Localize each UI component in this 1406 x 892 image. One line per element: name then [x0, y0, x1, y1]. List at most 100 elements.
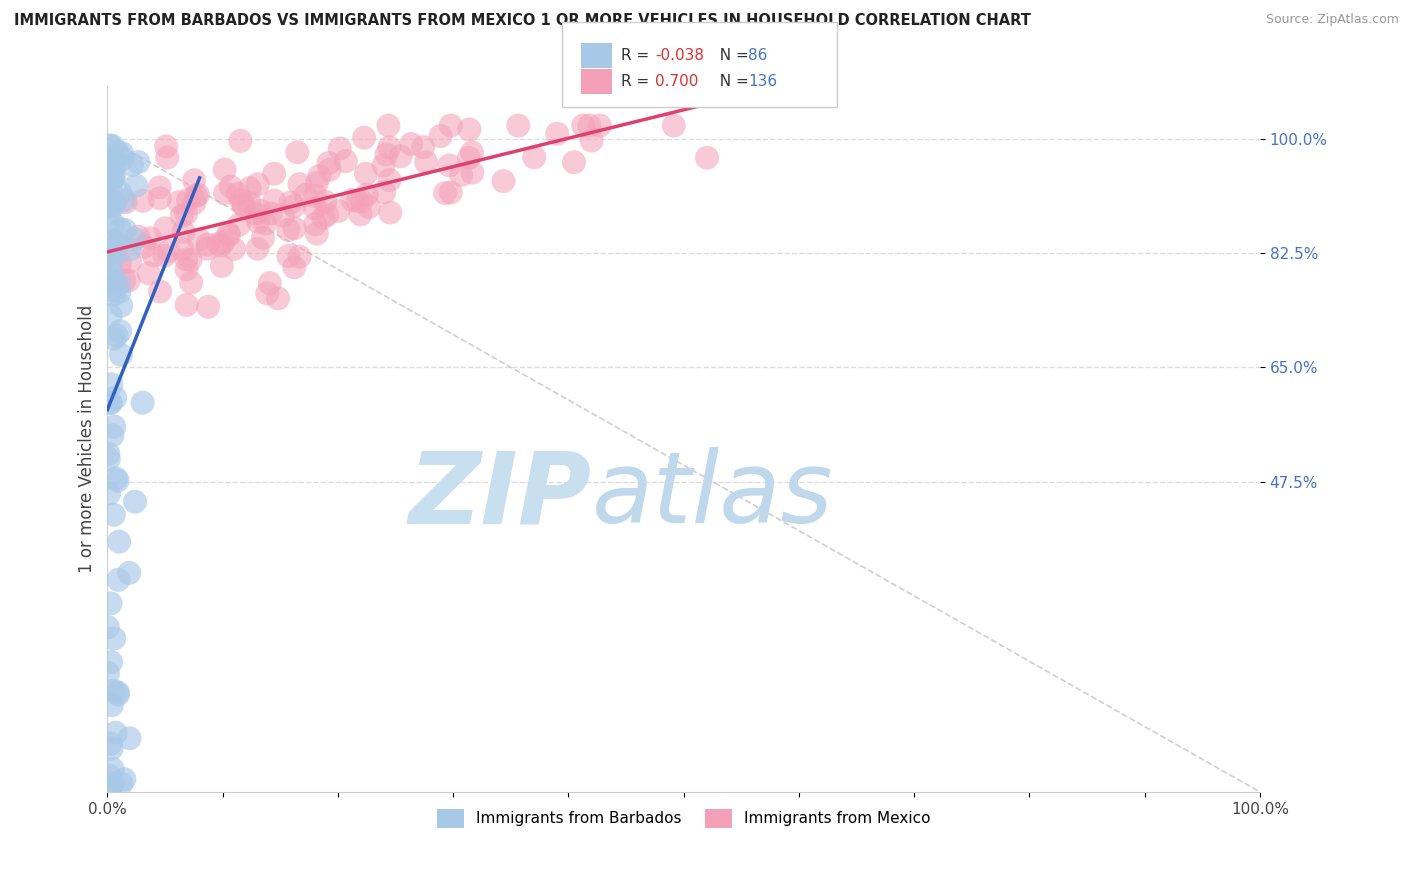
Point	[112, 194, 135, 208]
Point	[103, 283, 125, 297]
Point	[328, 203, 350, 218]
Point	[222, 242, 245, 256]
Point	[239, 181, 262, 195]
Point	[217, 227, 239, 241]
Point	[118, 731, 141, 746]
Point	[138, 267, 160, 281]
Point	[97, 620, 120, 634]
Point	[131, 194, 153, 208]
Point	[283, 260, 305, 275]
Point	[277, 249, 299, 263]
Point	[110, 348, 132, 362]
Point	[562, 155, 585, 169]
Point	[101, 275, 124, 289]
Point	[318, 162, 340, 177]
Text: R =: R =	[621, 48, 655, 62]
Point	[285, 145, 308, 160]
Point	[155, 139, 177, 153]
Point	[167, 195, 190, 210]
Point	[380, 205, 402, 219]
Point	[118, 273, 141, 287]
Point	[101, 138, 124, 153]
Point	[329, 141, 352, 155]
Point	[101, 776, 124, 790]
Text: 136: 136	[748, 74, 778, 88]
Point	[578, 119, 600, 133]
Point	[346, 194, 368, 208]
Point	[97, 665, 120, 680]
Point	[104, 725, 127, 739]
Point	[197, 242, 219, 256]
Point	[100, 309, 122, 323]
Point	[149, 191, 172, 205]
Point	[377, 119, 399, 133]
Point	[295, 188, 318, 202]
Point	[267, 291, 290, 305]
Point	[103, 234, 125, 248]
Point	[97, 452, 120, 467]
Point	[105, 328, 128, 343]
Point	[429, 129, 451, 144]
Point	[183, 196, 205, 211]
Point	[208, 236, 231, 251]
Point	[259, 276, 281, 290]
Point	[103, 683, 125, 698]
Point	[440, 119, 463, 133]
Point	[107, 687, 129, 701]
Point	[304, 217, 326, 231]
Point	[283, 199, 305, 213]
Point	[98, 769, 121, 783]
Point	[149, 285, 172, 299]
Point	[139, 231, 162, 245]
Point	[107, 236, 129, 251]
Point	[440, 186, 463, 200]
Text: N =: N =	[710, 74, 754, 88]
Point	[100, 265, 122, 279]
Point	[170, 209, 193, 223]
Point	[149, 180, 172, 194]
Point	[197, 237, 219, 252]
Point	[177, 193, 200, 207]
Point	[97, 207, 120, 221]
Point	[277, 223, 299, 237]
Point	[461, 145, 484, 160]
Point	[96, 782, 118, 797]
Point	[256, 286, 278, 301]
Point	[184, 189, 207, 203]
Point	[546, 127, 568, 141]
Point	[373, 158, 395, 172]
Point	[100, 737, 122, 751]
Point	[314, 194, 336, 209]
Point	[100, 153, 122, 167]
Point	[97, 248, 120, 262]
Point	[107, 474, 129, 488]
Point	[101, 762, 124, 776]
Point	[108, 256, 131, 270]
Point	[103, 508, 125, 522]
Point	[101, 244, 124, 259]
Point	[288, 177, 311, 191]
Point	[110, 299, 132, 313]
Point	[172, 242, 194, 256]
Point	[434, 186, 457, 200]
Point	[101, 194, 124, 209]
Point	[271, 209, 294, 223]
Point	[100, 171, 122, 186]
Point	[107, 573, 129, 587]
Point	[254, 217, 277, 231]
Point	[232, 197, 254, 211]
Point	[305, 227, 328, 241]
Point	[122, 232, 145, 246]
Y-axis label: 1 or more Vehicles in Household: 1 or more Vehicles in Household	[79, 305, 96, 574]
Point	[104, 195, 127, 210]
Point	[399, 136, 422, 151]
Point	[98, 178, 121, 192]
Point	[110, 777, 132, 791]
Point	[98, 396, 121, 410]
Point	[187, 232, 209, 246]
Point	[461, 165, 484, 179]
Point	[98, 138, 121, 153]
Point	[98, 486, 121, 500]
Point	[103, 153, 125, 168]
Point	[249, 203, 271, 218]
